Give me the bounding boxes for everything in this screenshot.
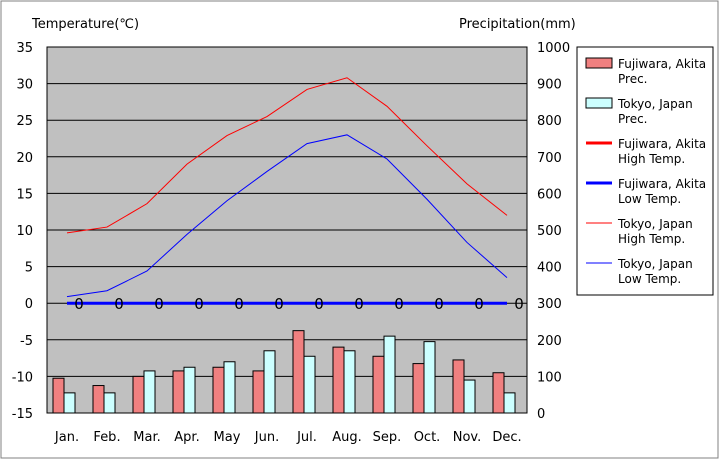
- legend-box: [576, 46, 714, 296]
- legend-label-line2: Low Temp.: [618, 192, 681, 206]
- precip-bar-series1: [332, 346, 345, 414]
- precip-bar-series1: [372, 355, 385, 414]
- legend-label-line2: Prec.: [618, 72, 648, 86]
- precip-bar-series2: [463, 379, 476, 414]
- legend-label-line1: Fujiwara, Akita: [618, 177, 706, 191]
- precip-bar-series2: [303, 355, 316, 414]
- zero-labels: 0 0 0 0 0 0 0 0 0 0 0 0: [74, 295, 524, 313]
- precip-bar-series2: [383, 335, 396, 414]
- zero-label: 0: [154, 295, 164, 313]
- precip-bar-series1: [252, 370, 265, 414]
- zero-label: 0: [194, 295, 204, 313]
- y-left-tick-label: -15: [12, 407, 33, 422]
- precip-bar-series1: [492, 372, 505, 414]
- y-right-tick-label: 900: [537, 78, 562, 93]
- zero-label: 0: [114, 295, 124, 313]
- plot-border: [46, 46, 528, 414]
- precip-bar-series1: [52, 377, 65, 414]
- zero-label: 0: [234, 295, 244, 313]
- legend-label-line2: High Temp.: [618, 232, 685, 246]
- precip-bar-series2: [223, 361, 236, 414]
- y-left-tick-label: -5: [20, 334, 33, 349]
- y-right-axis-title: Precipitation(mm): [459, 17, 576, 32]
- y-left-tick-label: 30: [16, 78, 33, 93]
- zero-label: 0: [274, 295, 284, 313]
- y-left-tick-label: 5: [25, 261, 33, 276]
- y-left-tick-label: 10: [16, 224, 33, 239]
- precip-bar-series2: [183, 366, 196, 414]
- y-right-tick-label: 100: [537, 370, 562, 385]
- legend-swatch-bar: [585, 97, 613, 109]
- zero-label: 0: [474, 295, 484, 313]
- zero-label: 0: [74, 295, 84, 313]
- y-left-axis-title: Temperature(℃): [31, 17, 139, 32]
- zero-label: 0: [434, 295, 444, 313]
- y-right-tick-label: 400: [537, 261, 562, 276]
- x-tick-label: Aug.: [332, 430, 362, 445]
- y-right-tick-label: 0: [537, 407, 545, 422]
- y-left-tick-label: 20: [16, 151, 33, 166]
- zero-label: 0: [394, 295, 404, 313]
- zero-label: 0: [514, 295, 524, 313]
- y-right-tick-label: 600: [537, 187, 562, 202]
- legend-label-line2: High Temp.: [618, 152, 685, 166]
- y-right-tick-label: 300: [537, 297, 562, 312]
- x-tick-label: Apr.: [174, 430, 199, 445]
- legend-label-line1: Tokyo, Japan: [617, 217, 693, 231]
- temperature-lines: [66, 77, 508, 305]
- x-tick-label: Jul.: [296, 430, 317, 445]
- legend-label-line1: Fujiwara, Akita: [618, 57, 706, 71]
- precip-bar-series1: [212, 366, 225, 414]
- precip-bar-series2: [263, 350, 276, 414]
- zero-label: 0: [314, 295, 324, 313]
- y-right-tick-label: 200: [537, 334, 562, 349]
- temp-line-series4: [66, 134, 508, 298]
- y-left-tick-labels: 35 30 25 20 15 10 5 0 -5 -10 -15: [12, 41, 33, 422]
- x-tick-label: Feb.: [93, 430, 120, 445]
- legend-label-line1: Tokyo, Japan: [617, 97, 693, 111]
- precip-bar-series2: [423, 341, 436, 414]
- x-tick-label: Oct.: [414, 430, 441, 445]
- y-left-tick-label: 0: [25, 297, 33, 312]
- x-tick-label: Mar.: [133, 430, 160, 445]
- y-left-tick-label: 25: [16, 114, 33, 129]
- y-right-tick-label: 700: [537, 151, 562, 166]
- x-tick-label: May: [214, 430, 241, 445]
- precip-bar-series2: [143, 370, 156, 414]
- precip-bar-series2: [63, 392, 76, 414]
- x-tick-label: Nov.: [453, 430, 482, 445]
- x-tick-label: Jan.: [54, 430, 79, 445]
- legend-label-line2: Low Temp.: [618, 272, 681, 286]
- y-right-tick-label: 800: [537, 114, 562, 129]
- y-right-tick-label: 500: [537, 224, 562, 239]
- y-left-tick-label: 35: [16, 41, 33, 56]
- legend-label-line2: Prec.: [618, 112, 648, 126]
- precip-bar-series1: [292, 330, 305, 414]
- x-tick-label: Sep.: [373, 430, 402, 445]
- zero-label: 0: [354, 295, 364, 313]
- y-left-tick-label: -10: [12, 370, 33, 385]
- legend-swatch-bar: [585, 57, 613, 69]
- precip-bar-series1: [452, 359, 465, 414]
- y-right-tick-label: 1000: [537, 41, 570, 56]
- legend-label-line1: Tokyo, Japan: [617, 257, 693, 271]
- precip-bar-series1: [92, 385, 105, 414]
- x-tick-labels: Jan. Feb. Mar. Apr. May Jun. Jul. Aug. Sep. Oct. N…: [54, 430, 522, 445]
- precip-bar-series2: [103, 392, 116, 414]
- precip-bar-series2: [343, 350, 356, 414]
- x-tick-label: Dec.: [492, 430, 521, 445]
- x-tick-label: Jun.: [254, 430, 279, 445]
- y-left-tick-label: 15: [16, 187, 33, 202]
- precip-bar-series2: [503, 392, 516, 414]
- legend-label-line1: Fujiwara, Akita: [618, 137, 706, 151]
- temp-line-series3: [66, 77, 508, 234]
- precip-bar-series1: [412, 363, 425, 414]
- precip-bar-series1: [132, 375, 145, 414]
- precip-bar-series1: [172, 370, 185, 414]
